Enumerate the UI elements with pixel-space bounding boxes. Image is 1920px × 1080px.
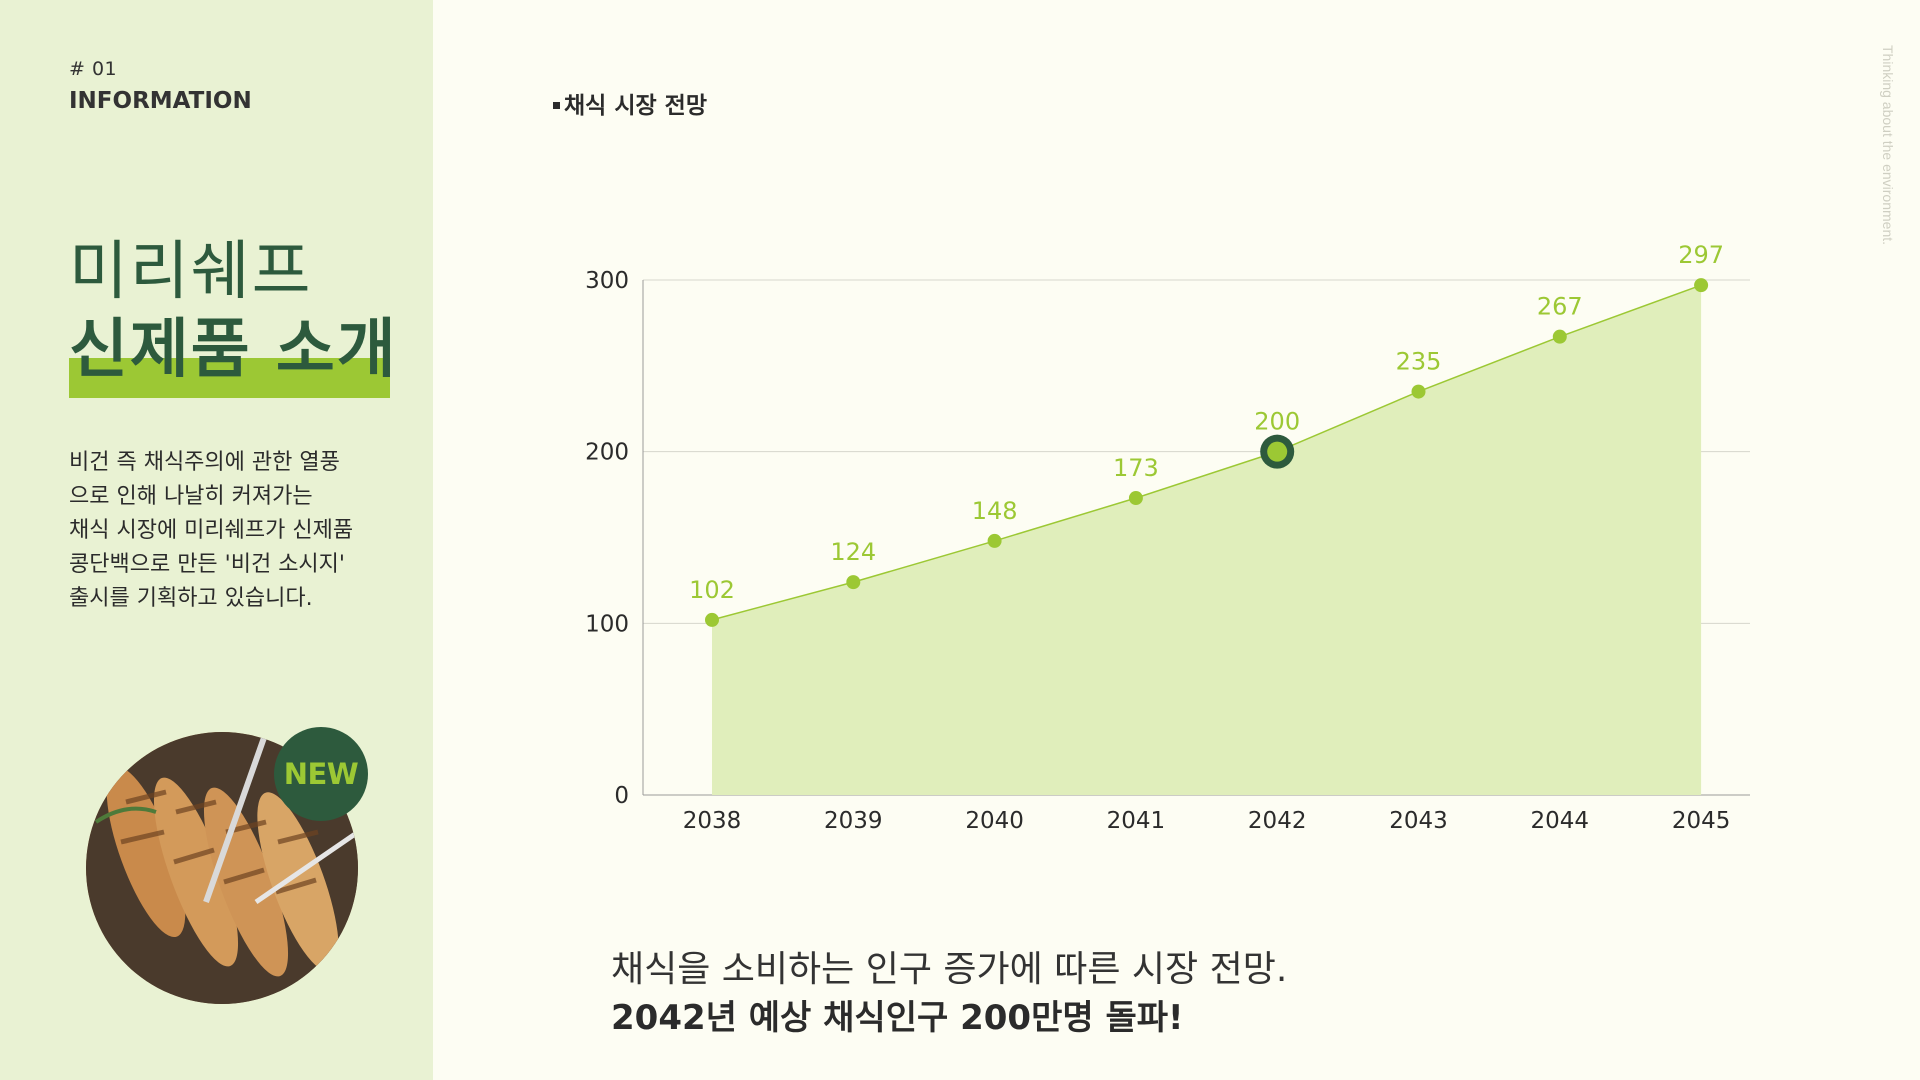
data-label: 173 (1113, 454, 1159, 482)
x-tick-label: 2039 (824, 808, 883, 834)
title-highlight-bar (69, 358, 390, 398)
series-line (711, 284, 1702, 621)
y-tick-label: 300 (585, 268, 629, 294)
x-tick-label: 2042 (1248, 808, 1307, 834)
caption-line2: 2042년 예상 채식인구 200만명 돌파! (611, 998, 1184, 1038)
page-title-line2: 신제품 소개 (69, 313, 398, 387)
area-fill (712, 285, 1702, 795)
page-title-line1: 미리쉐프 (69, 235, 313, 309)
description-line: 비건 즉 채식주의에 관한 열풍 (69, 450, 340, 475)
new-badge: NEW (274, 727, 368, 821)
data-point (846, 575, 861, 590)
description-line: 콩단백으로 만든 '비건 소시지' (69, 552, 345, 577)
y-tick-label: 200 (585, 440, 629, 466)
side-tagline: Thinking about the environment. (1880, 45, 1896, 246)
data-label: 124 (830, 538, 876, 566)
description-line: 출시를 기획하고 있습니다. (69, 586, 313, 611)
data-label: 200 (1254, 408, 1300, 436)
y-tick-label: 0 (614, 783, 629, 809)
data-point (705, 612, 719, 627)
data-point (1694, 278, 1709, 293)
description-line: 채식 시장에 미리쉐프가 신제품 (69, 518, 354, 543)
data-label: 102 (689, 576, 735, 604)
chart-heading: 채식 시장 전망 (553, 86, 707, 120)
x-tick-label: 2040 (965, 808, 1024, 834)
data-label: 267 (1537, 293, 1583, 321)
data-point (1552, 329, 1567, 344)
data-point (1128, 491, 1143, 506)
section-number: # 01 (69, 58, 118, 80)
highlight-point (1267, 441, 1288, 462)
data-label: 297 (1678, 241, 1724, 269)
x-tick-label: 2038 (683, 808, 742, 834)
description-line: 으로 인해 나날히 커져가는 (69, 484, 313, 509)
x-tick-label: 2041 (1107, 808, 1166, 834)
chart-heading-text: 채식 시장 전망 (564, 93, 707, 119)
y-tick-label: 100 (585, 611, 629, 637)
data-point (987, 533, 1002, 548)
x-tick-label: 2044 (1531, 808, 1590, 834)
x-tick-label: 2045 (1672, 808, 1731, 834)
page-title-line2-wrap: 신제품 소개 (69, 313, 398, 398)
caption-line1: 채식을 소비하는 인구 증가에 따른 시장 전망. (611, 949, 1288, 990)
data-label: 148 (972, 497, 1018, 525)
section-title: INFORMATION (69, 88, 252, 114)
square-bullet-icon (553, 101, 560, 109)
description: 비건 즉 채식주의에 관한 열풍 으로 인해 나날히 커져가는 채식 시장에 미… (69, 446, 409, 616)
data-label: 235 (1396, 348, 1442, 376)
x-tick-label: 2043 (1389, 808, 1448, 834)
data-point (1411, 384, 1426, 399)
